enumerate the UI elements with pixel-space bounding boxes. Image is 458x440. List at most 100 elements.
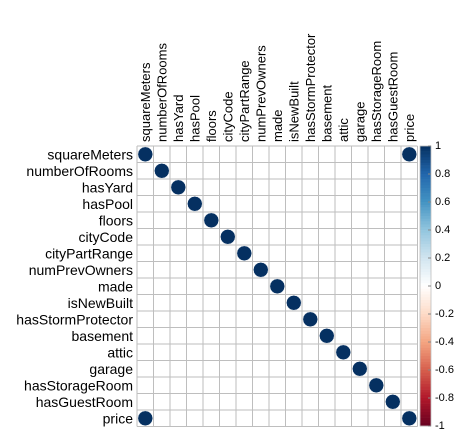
row-label-price: price	[103, 410, 134, 426]
legend-segment	[420, 412, 431, 416]
corr-circle-numberOfRooms-numberOfRooms	[154, 163, 170, 179]
legend-tick-label: 0.8	[435, 168, 450, 180]
corr-circle-hasYard-hasYard	[170, 179, 187, 196]
legend-segment	[420, 389, 431, 393]
legend-segment	[420, 277, 431, 281]
legend-segment	[420, 255, 431, 259]
column-label-price: price	[402, 114, 417, 142]
legend-segment	[420, 400, 431, 404]
legend-segment	[420, 210, 431, 214]
legend-segment	[420, 294, 431, 298]
legend-segment	[420, 384, 431, 388]
row-label-hasYard: hasYard	[82, 179, 133, 195]
legend-segment	[420, 367, 431, 371]
legend-segment	[420, 221, 431, 225]
legend-segment	[420, 154, 431, 158]
legend-tick-label: -0.4	[435, 336, 454, 348]
column-label-garage: garage	[352, 102, 367, 142]
column-labels: squareMeters numberOfRooms hasYard hasPool f…	[138, 33, 417, 142]
legend-segment	[420, 272, 431, 276]
matrix-grid	[136, 145, 418, 427]
column-label-hasYard: hasYard	[171, 95, 186, 142]
legend-segment	[420, 148, 431, 152]
corr-circle-squareMeters-squareMeters	[137, 146, 154, 163]
legend-segment	[420, 218, 431, 222]
legend-tick-label: -1	[435, 420, 445, 432]
legend-segment	[420, 330, 431, 334]
corr-circle-garage-garage	[352, 361, 368, 377]
corr-circle-made-made	[269, 278, 285, 294]
legend-segment	[420, 356, 431, 360]
legend-segment	[420, 302, 431, 306]
matrix-cells	[137, 146, 417, 426]
legend-segment	[420, 168, 431, 172]
legend-segment	[420, 238, 431, 242]
column-label-hasPool: hasPool	[187, 95, 202, 142]
corr-circle-price-price	[401, 410, 417, 426]
legend-segment	[420, 403, 431, 407]
legend-segment	[420, 230, 431, 234]
legend-segment	[420, 280, 431, 284]
legend-segment	[420, 151, 431, 155]
legend-segment	[420, 322, 431, 326]
legend-segment	[420, 266, 431, 270]
legend-segment	[420, 386, 431, 390]
corr-circle-basement-basement	[319, 328, 335, 344]
legend-segment	[420, 325, 431, 329]
column-label-hasStormProtector: hasStormProtector	[303, 33, 318, 142]
legend-segment	[420, 328, 431, 332]
legend-tick-label: -0.8	[435, 392, 454, 404]
legend-segment	[420, 283, 431, 287]
legend-segment	[420, 308, 431, 312]
legend-segment	[420, 339, 431, 343]
legend-segment	[420, 244, 431, 248]
legend-tick-label: 0.2	[435, 252, 450, 264]
legend-segment	[420, 342, 431, 346]
legend-segment	[420, 353, 431, 357]
corr-circle-cityPartRange-cityPartRange	[236, 245, 253, 262]
legend-segment	[420, 227, 431, 231]
row-label-numberOfRooms: numberOfRooms	[26, 163, 133, 179]
corr-circle-hasPool-hasPool	[187, 196, 203, 212]
legend-segment	[420, 314, 431, 318]
legend-segment	[420, 358, 431, 362]
legend-segment	[420, 224, 431, 228]
corr-circle-floors-floors	[203, 212, 220, 229]
legend-segment	[420, 182, 431, 186]
row-label-hasPool: hasPool	[82, 196, 133, 212]
legend-tick-label: 1	[435, 140, 441, 152]
legend-tick-label: 0.6	[435, 196, 450, 208]
legend-segment	[420, 216, 431, 220]
legend-segment	[420, 375, 431, 379]
row-labels: squareMetersnumberOfRoomshasYardhasPoolf…	[16, 146, 133, 426]
legend-segment	[420, 409, 431, 413]
column-label-cityPartRange: cityPartRange	[237, 60, 252, 142]
corr-circle-isNewBuilt-isNewBuilt	[286, 295, 302, 311]
legend-segment	[420, 398, 431, 402]
row-label-attic: attic	[107, 344, 133, 360]
corr-circle-numPrevOwners-numPrevOwners	[253, 262, 269, 278]
legend-tick-label: 0.4	[435, 224, 450, 236]
corr-circle-squareMeters-price	[401, 146, 417, 163]
legend-segment	[420, 171, 431, 175]
legend-segment	[420, 232, 431, 236]
legend-segment	[420, 207, 431, 211]
legend-segment	[420, 193, 431, 197]
legend-segment	[420, 190, 431, 194]
legend-segment	[420, 350, 431, 354]
corr-circle-cityCode-cityCode	[220, 229, 236, 245]
row-label-basement: basement	[72, 328, 134, 344]
legend-segment	[420, 372, 431, 376]
row-label-hasStormProtector: hasStormProtector	[16, 311, 133, 327]
row-label-squareMeters: squareMeters	[47, 146, 133, 162]
legend-segment	[420, 297, 431, 301]
legend-segment	[420, 174, 431, 178]
legend-segment	[420, 333, 431, 337]
row-label-made: made	[98, 278, 133, 294]
column-label-cityCode: cityCode	[220, 91, 235, 142]
legend-tick-label: -0.2	[435, 308, 454, 320]
legend-segment	[420, 395, 431, 399]
legend-segment	[420, 252, 431, 256]
row-label-hasStorageRoom: hasStorageRoom	[24, 377, 133, 393]
legend-segment	[420, 392, 431, 396]
